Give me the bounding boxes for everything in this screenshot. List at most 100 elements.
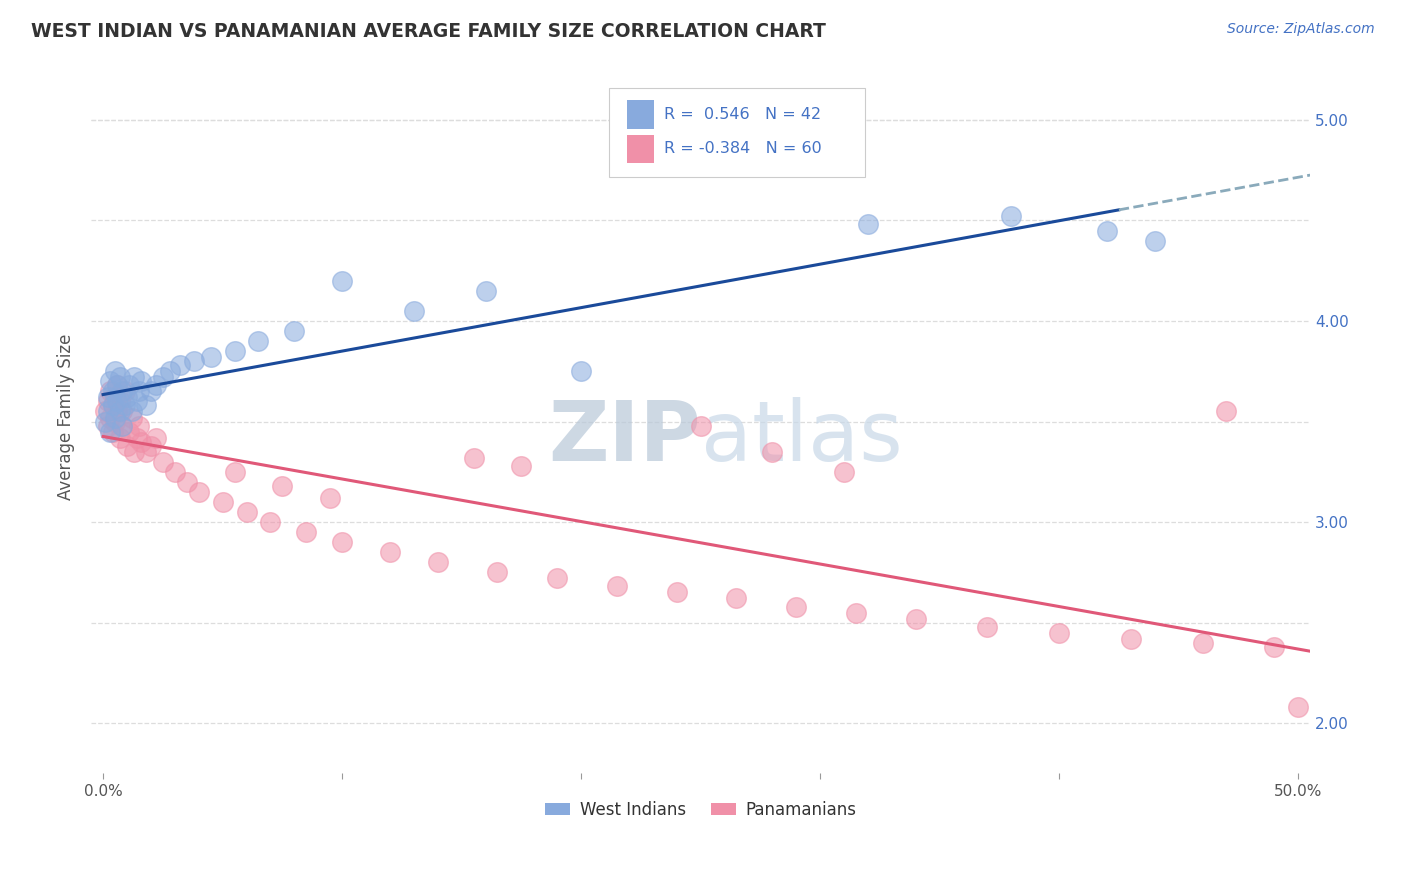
Point <box>856 218 879 232</box>
Point <box>122 370 145 384</box>
Point <box>247 334 270 348</box>
Text: Source: ZipAtlas.com: Source: ZipAtlas.com <box>1227 22 1375 37</box>
Point <box>101 384 124 399</box>
Point <box>121 410 143 425</box>
Point <box>235 505 257 519</box>
Point <box>128 418 150 433</box>
Point <box>135 399 157 413</box>
Point <box>97 391 120 405</box>
Point <box>319 491 342 505</box>
Point <box>402 304 425 318</box>
Point <box>145 431 167 445</box>
Point <box>94 415 117 429</box>
Point <box>104 410 127 425</box>
Point <box>183 354 205 368</box>
Point <box>125 431 148 445</box>
Point <box>665 585 688 599</box>
Point <box>98 425 121 439</box>
Point <box>108 404 131 418</box>
Point <box>785 599 807 614</box>
FancyBboxPatch shape <box>609 88 865 178</box>
Point <box>107 394 129 409</box>
Point <box>426 555 449 569</box>
Point <box>606 579 628 593</box>
Point <box>200 350 222 364</box>
Point <box>211 495 233 509</box>
Point <box>378 545 401 559</box>
Point <box>145 378 167 392</box>
Point <box>139 439 162 453</box>
Point <box>97 418 120 433</box>
Point <box>295 525 318 540</box>
Point <box>118 425 141 439</box>
Point <box>104 391 127 405</box>
Text: WEST INDIAN VS PANAMANIAN AVERAGE FAMILY SIZE CORRELATION CHART: WEST INDIAN VS PANAMANIAN AVERAGE FAMILY… <box>31 22 825 41</box>
Point <box>101 399 124 413</box>
Point <box>1143 234 1166 248</box>
Point <box>486 566 509 580</box>
Point <box>97 404 120 418</box>
Point <box>104 364 127 378</box>
Point <box>108 370 131 384</box>
Point <box>97 394 120 409</box>
Point <box>121 404 143 418</box>
Point <box>101 399 124 413</box>
Point <box>1119 632 1142 646</box>
Point <box>111 418 134 433</box>
Point <box>118 378 141 392</box>
Point <box>94 404 117 418</box>
Point <box>98 374 121 388</box>
Point <box>330 535 353 549</box>
Bar <box>627 135 654 163</box>
Point <box>510 458 533 473</box>
Point <box>976 620 998 634</box>
Point <box>224 465 246 479</box>
Point <box>1047 625 1070 640</box>
Point <box>108 394 131 409</box>
Point <box>271 479 294 493</box>
Point <box>725 591 748 606</box>
Point <box>1191 636 1213 650</box>
Point <box>128 384 150 399</box>
Point <box>1095 223 1118 237</box>
Point <box>152 455 174 469</box>
Point <box>176 475 198 489</box>
Point <box>1263 640 1285 654</box>
Point <box>139 384 162 399</box>
Point <box>114 384 136 399</box>
Point <box>546 571 568 585</box>
Point <box>107 378 129 392</box>
Point <box>330 274 353 288</box>
Text: R = -0.384   N = 60: R = -0.384 N = 60 <box>664 141 821 156</box>
Point <box>98 410 121 425</box>
Point <box>122 444 145 458</box>
Point <box>845 606 868 620</box>
Point <box>111 418 134 433</box>
Point <box>569 364 592 378</box>
Point <box>159 364 181 378</box>
Point <box>904 611 927 625</box>
Point <box>131 374 153 388</box>
Point <box>98 384 121 399</box>
Point <box>283 324 305 338</box>
Point <box>115 391 138 405</box>
Point <box>1000 210 1022 224</box>
Point <box>115 439 138 453</box>
Bar <box>627 100 654 128</box>
Point <box>114 399 136 413</box>
Point <box>474 284 496 298</box>
Point <box>832 465 855 479</box>
Point <box>463 450 485 465</box>
Point <box>169 358 191 372</box>
Point <box>104 415 127 429</box>
Point <box>1215 404 1237 418</box>
Point <box>108 431 131 445</box>
Point <box>1286 700 1309 714</box>
Legend: West Indians, Panamanians: West Indians, Panamanians <box>538 795 863 826</box>
Point <box>761 444 783 458</box>
Y-axis label: Average Family Size: Average Family Size <box>58 334 75 500</box>
Point <box>152 370 174 384</box>
Point <box>111 384 134 399</box>
Point <box>187 484 209 499</box>
Point <box>131 434 153 449</box>
